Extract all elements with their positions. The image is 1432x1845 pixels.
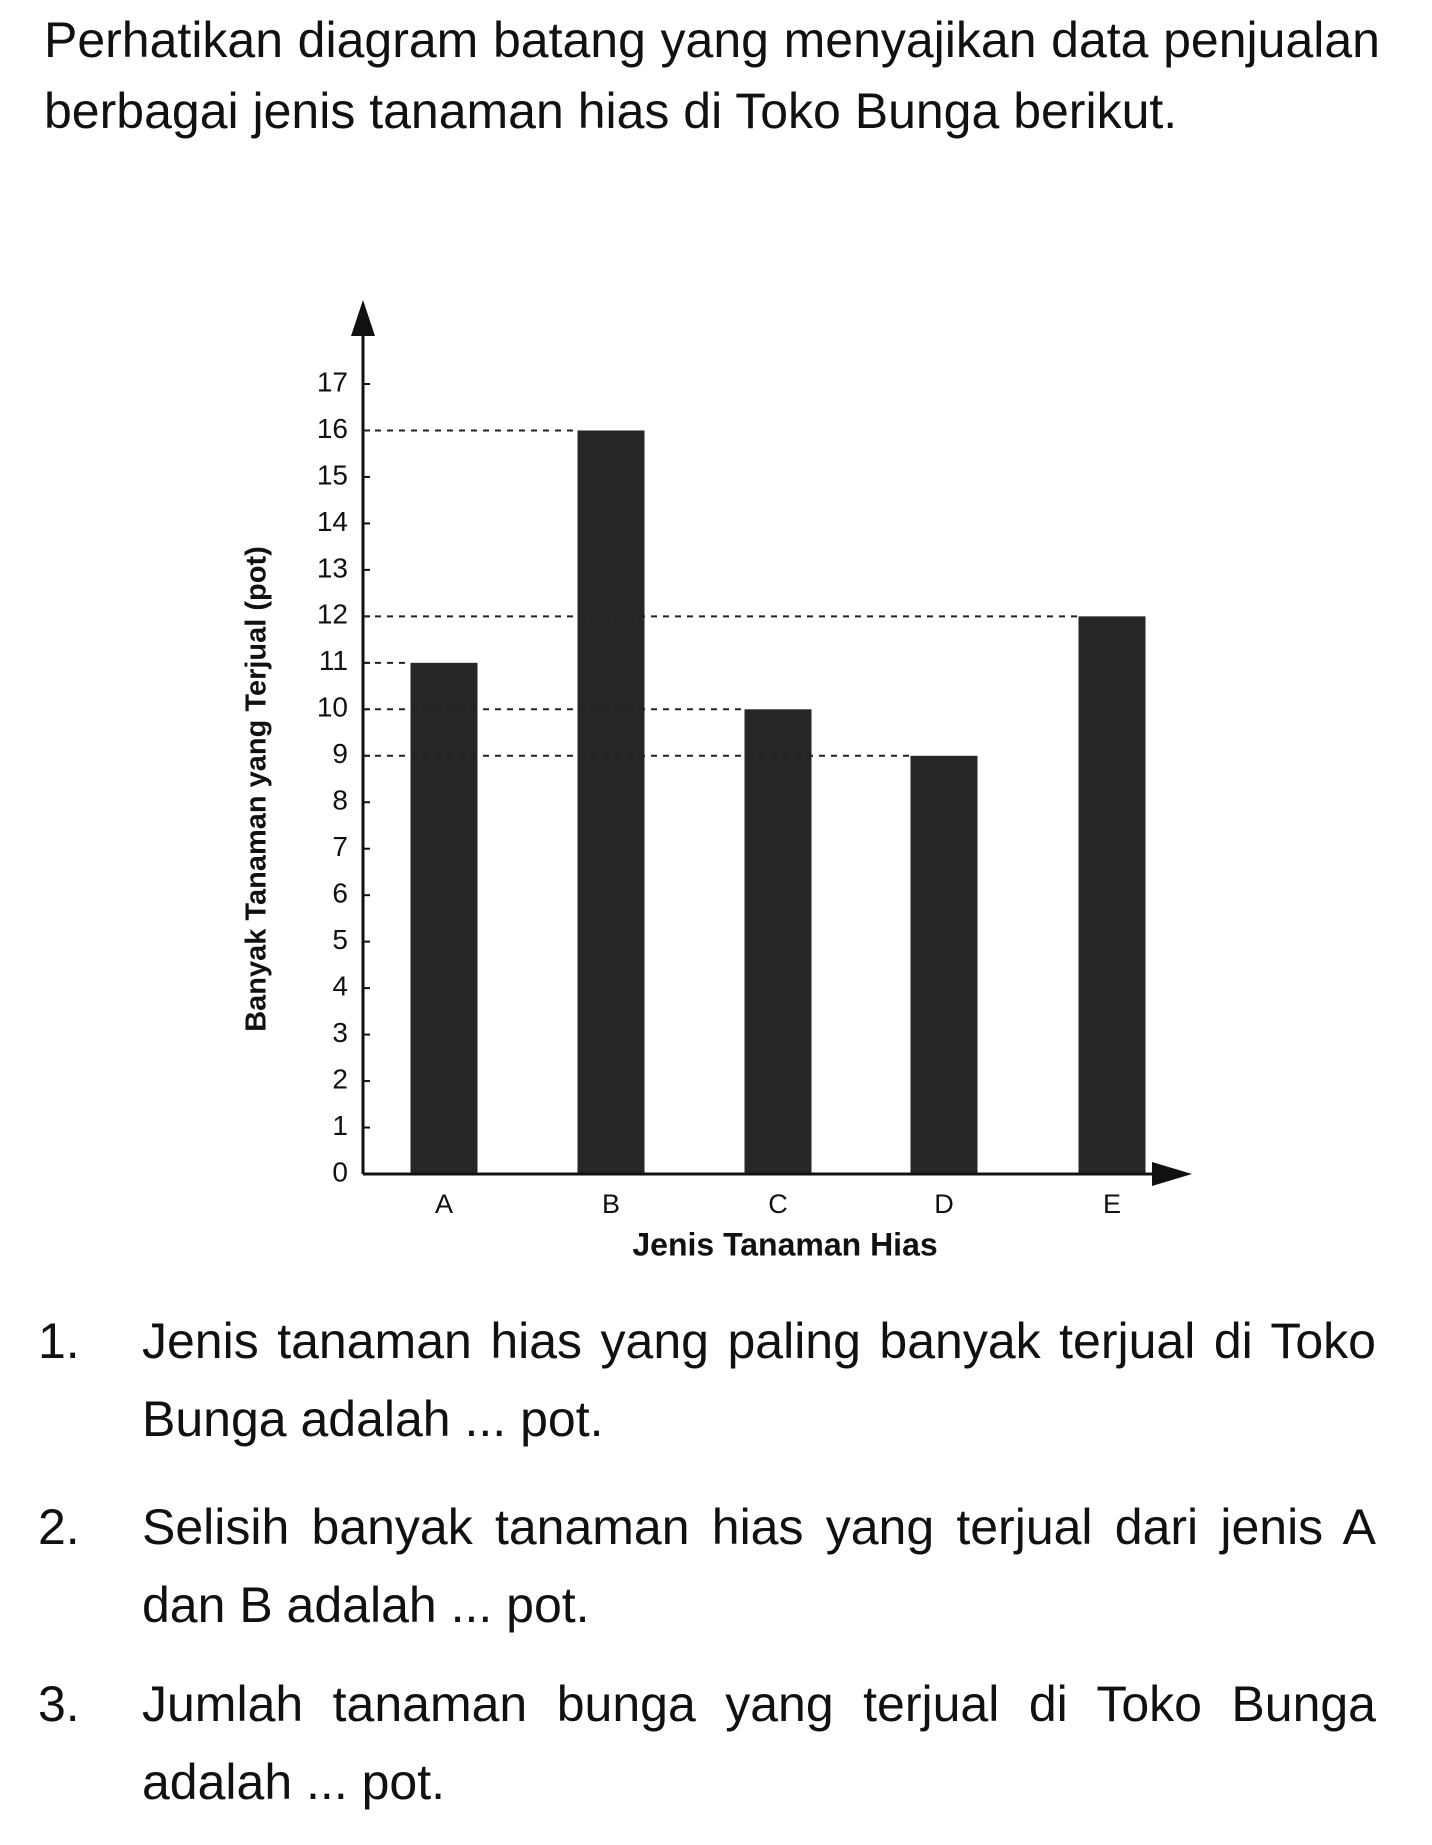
x-tick-label: D: [934, 1189, 954, 1219]
y-tick-label: 1: [332, 1110, 348, 1141]
x-axis-arrow: [1152, 1162, 1192, 1186]
bar: [744, 709, 812, 1174]
question-text: Jenis tanaman hias yang paling banyak te…: [142, 1313, 1376, 1447]
y-tick-label: 7: [332, 831, 348, 862]
y-tick-label: 16: [317, 413, 348, 444]
y-axis-label: Banyak Tanaman yang Terjual (pot): [241, 546, 273, 1032]
y-tick-label: 3: [332, 1017, 348, 1048]
y-tick-label: 12: [317, 599, 348, 630]
x-tick-label: A: [435, 1189, 453, 1219]
y-tick-label: 13: [317, 552, 348, 583]
question: 2. Selisih banyak tanaman hias yang terj…: [38, 1488, 1378, 1648]
y-tick-label: 4: [332, 971, 348, 1002]
y-tick-label: 6: [332, 878, 348, 909]
bar: [910, 755, 978, 1174]
y-tick-label: 9: [332, 738, 348, 769]
chart: Banyak Tanaman yang Terjual (pot) Jenis …: [241, 300, 1192, 1262]
y-tick-label: 14: [317, 506, 348, 537]
y-tick-label: 8: [332, 785, 348, 816]
question-number: 3.: [38, 1676, 80, 1732]
question-text: Selisih banyak tanaman hias yang terjual…: [142, 1499, 1376, 1633]
bar: [577, 430, 645, 1174]
intro-text: Perhatikan diagram batang yang menyajika…: [44, 12, 1380, 139]
question: 3. Jumlah tanaman bunga yang terjual di …: [38, 1665, 1378, 1825]
y-tick-label: 15: [317, 459, 348, 490]
y-tick-label: 2: [332, 1063, 348, 1094]
x-tick-label: E: [1103, 1189, 1121, 1219]
y-tick-label: 0: [332, 1156, 348, 1187]
bar: [410, 662, 478, 1174]
y-axis-arrow: [351, 300, 375, 336]
question: 1. Jenis tanaman hias yang paling banyak…: [38, 1302, 1378, 1462]
question-text: Jumlah tanaman bunga yang terjual di Tok…: [142, 1676, 1376, 1810]
y-tick-label: 5: [332, 924, 348, 955]
bar: [1078, 616, 1146, 1174]
x-tick-label: B: [602, 1189, 620, 1219]
y-tick-label: 10: [317, 692, 348, 723]
question-number: 1.: [38, 1313, 80, 1369]
y-tick-label: 17: [317, 366, 348, 397]
question-number: 2.: [38, 1499, 80, 1555]
y-tick-label: 11: [319, 645, 348, 676]
x-axis-label: Jenis Tanaman Hias: [632, 1226, 937, 1262]
x-tick-label: C: [768, 1189, 788, 1219]
